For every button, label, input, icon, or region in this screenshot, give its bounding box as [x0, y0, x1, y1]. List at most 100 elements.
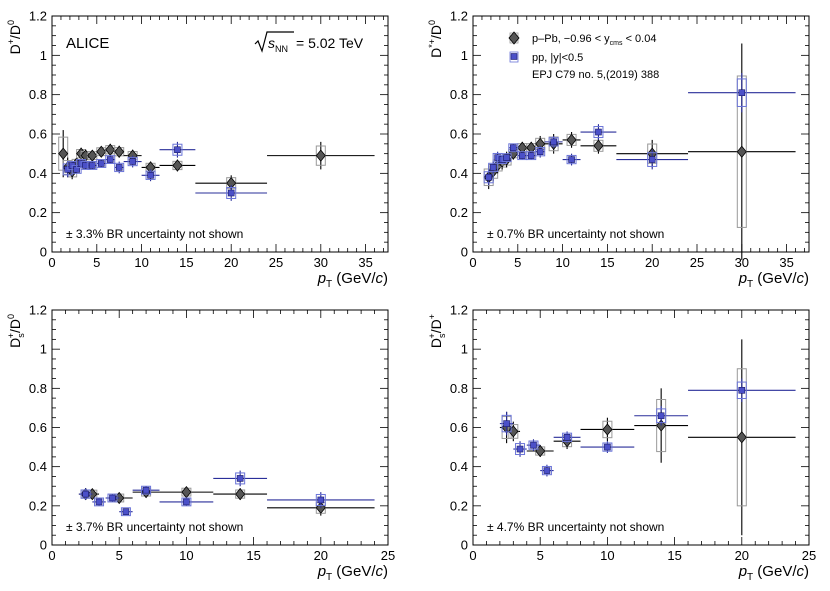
legend-ppb-label: p–Pb, −0.96 < ycms < 0.04 [532, 33, 656, 47]
pp-data-point [92, 497, 106, 507]
pp-data-point [114, 161, 125, 174]
x-tick-label: 0 [48, 255, 55, 270]
syst-error-box [172, 143, 183, 156]
y-tick-label: 0.2 [29, 205, 47, 220]
x-tick-label: 25 [381, 548, 395, 563]
x-tick-label: 20 [314, 548, 328, 563]
syst-error-box [141, 485, 152, 495]
ppb-data-point [105, 143, 116, 156]
y-tick-label: 0 [40, 538, 47, 553]
ppb-data-point [213, 487, 268, 501]
pp-marker [503, 154, 510, 161]
pp-marker [648, 156, 656, 163]
y-tick-label: 0.8 [29, 381, 47, 396]
y-tick-label: 0.2 [29, 498, 47, 513]
x-tick-label: 5 [116, 548, 123, 563]
ppb-data-point [634, 388, 689, 463]
pp-marker [97, 160, 105, 167]
legend-pp-label: pp, |y|<0.5 [532, 52, 583, 64]
x-tick-label: 25 [690, 255, 704, 270]
pp-data-point [195, 185, 268, 201]
ppb-data-point [96, 145, 107, 158]
syst-error-box [508, 143, 519, 153]
ppb-data-point [159, 485, 214, 499]
pp-marker [109, 494, 116, 502]
ppb-data-point [562, 132, 581, 148]
pp-data-point [513, 441, 527, 457]
y-tick-label: 1 [461, 342, 468, 357]
x-tick-label: 15 [667, 548, 681, 563]
x-axis-label: pT (GeV/c) [317, 563, 388, 583]
pp-marker [516, 445, 524, 453]
y-tick-label: 0 [40, 245, 47, 260]
pp-data-point [580, 124, 617, 140]
legend-reference: EPJ C79 no. 5,(2019) 388 [532, 69, 659, 81]
pp-marker [738, 89, 746, 96]
syst-error-box [315, 493, 326, 506]
x-tick-label: 15 [600, 255, 614, 270]
syst-error-box [736, 78, 747, 107]
pp-data-point [526, 439, 541, 451]
syst-error-box [602, 442, 613, 452]
x-axis-label: pT (GeV/c) [317, 270, 388, 290]
pp-data-point [688, 73, 796, 113]
panel-4: 0 5 10 15 20 25 0 0.2 0.4 0.6 0.8 1 1.2 pT (GeV/c) Ds+… [427, 303, 816, 584]
pp-data-point [78, 488, 93, 500]
pp-data-point [132, 485, 160, 495]
ppb-marker [566, 133, 577, 147]
pp-data-point [580, 441, 635, 453]
x-tick-label: 10 [134, 255, 148, 270]
br-uncertainty-note: ± 3.7% BR uncertainty not shown [66, 520, 243, 534]
y-tick-label: 0 [461, 245, 468, 260]
y-tick-label: 0.2 [450, 205, 468, 220]
pp-marker [122, 508, 130, 516]
syst-error-box [647, 152, 658, 167]
syst-error-box [127, 156, 138, 167]
pp-data-point [488, 161, 499, 174]
y-tick-label: 0.8 [450, 87, 468, 102]
pp-data-point [535, 145, 546, 158]
y-tick-label: 0 [461, 538, 468, 553]
y-axis-label: D+/D0 [6, 20, 23, 54]
pp-marker [530, 441, 537, 449]
pp-data-point [634, 405, 689, 426]
x-tick-label: 0 [469, 255, 476, 270]
x-axis-label: pT (GeV/c) [738, 270, 809, 290]
x-tick-label: 10 [179, 548, 193, 563]
ppb-marker [114, 145, 125, 158]
syst-error-box [535, 147, 546, 157]
ppb-marker [602, 423, 613, 436]
pp-marker [550, 138, 557, 146]
x-tick-label: 20 [735, 548, 749, 563]
pp-data-point [119, 507, 133, 517]
br-uncertainty-note: ± 4.7% BR uncertainty not shown [487, 520, 664, 534]
x-tick-label: 35 [358, 255, 372, 270]
pp-data-point [105, 493, 120, 503]
syst-error-box [80, 489, 91, 499]
pp-data-point [526, 151, 537, 161]
pp-marker [485, 173, 492, 181]
x-tick-label: 10 [600, 548, 614, 563]
x-tick-label: 20 [645, 255, 659, 270]
pp-marker [568, 156, 575, 163]
ppb-marker [96, 145, 107, 158]
pp-data-point [501, 153, 512, 163]
syst-error-box [548, 137, 559, 147]
syst-error-box [488, 162, 499, 173]
legend: p–Pb, −0.96 < ycms < 0.04 pp, |y|<0.5 EP… [508, 31, 659, 81]
syst-error-box [181, 497, 192, 507]
x-tick-label: 5 [93, 255, 100, 270]
energy-subscript: NN [275, 44, 288, 54]
x-tick-label: 0 [469, 548, 476, 563]
x-tick-label: 30 [314, 255, 328, 270]
plot-frame [51, 309, 389, 546]
pp-data-point [159, 497, 214, 507]
pp-marker [142, 486, 150, 494]
pp-marker [317, 496, 325, 504]
x-tick-label: 25 [802, 548, 816, 563]
syst-error-box [120, 507, 131, 517]
y-tick-label: 0.8 [450, 381, 468, 396]
pp-data-point [517, 151, 528, 161]
pp-data-point [159, 141, 196, 158]
